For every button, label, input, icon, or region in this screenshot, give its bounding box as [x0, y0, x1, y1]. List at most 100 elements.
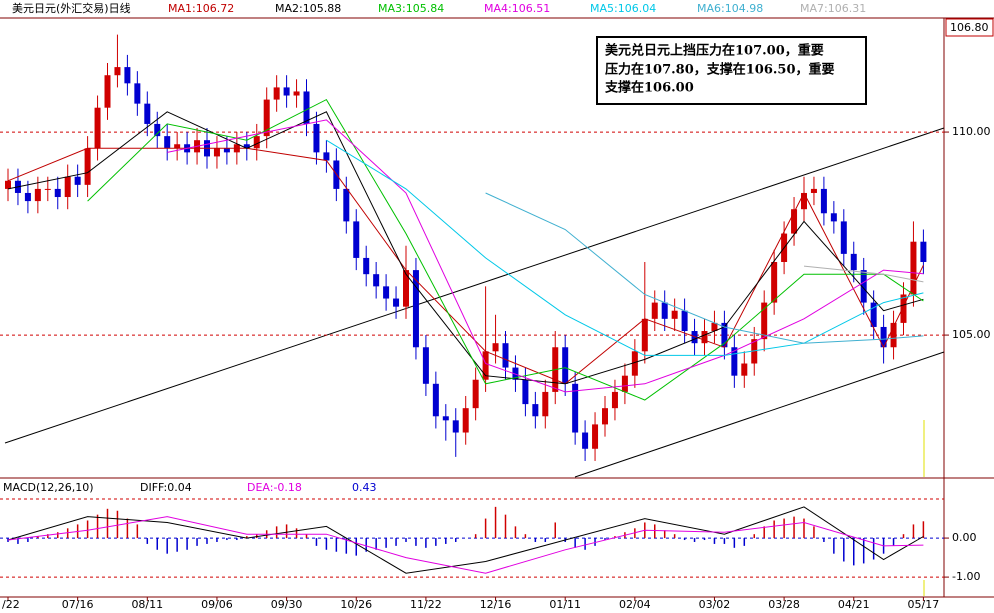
- candle-body: [293, 91, 300, 96]
- candle-body: [174, 144, 181, 149]
- candle-body: [442, 416, 449, 421]
- candle-body: [164, 136, 171, 149]
- candle-body: [830, 213, 837, 222]
- ma-line: [485, 192, 924, 344]
- candle-body: [124, 67, 131, 84]
- candle-body: [114, 67, 121, 76]
- ma-line: [7, 516, 924, 574]
- candle-body: [761, 302, 768, 340]
- candle-body: [343, 188, 350, 222]
- candle-body: [651, 302, 658, 319]
- candle-body: [403, 270, 409, 307]
- candle-body: [452, 420, 459, 433]
- x-tick-label: 09/06: [201, 598, 233, 611]
- candle-body: [74, 176, 81, 185]
- candle-body: [860, 270, 867, 303]
- legend-entry: MA3:105.84: [378, 2, 444, 15]
- ma-line: [87, 98, 924, 401]
- candle-body: [801, 192, 807, 210]
- trend-line: [4, 127, 945, 444]
- candle-body: [920, 241, 927, 262]
- x-tick-label: /22: [2, 598, 20, 611]
- candle-body: [681, 310, 688, 332]
- candle-body: [562, 347, 569, 384]
- candle-body: [602, 408, 608, 425]
- legend-entry: MA4:106.51: [484, 2, 550, 15]
- x-tick-label: 08/11: [131, 598, 163, 611]
- candle-body: [711, 322, 718, 332]
- last-price-box: [945, 18, 994, 37]
- y-tick-label: 0.00: [952, 531, 977, 544]
- candle-body: [323, 152, 330, 161]
- macd-value: 0.43: [352, 481, 377, 494]
- x-tick-label: 02/04: [619, 598, 651, 611]
- candle-body: [373, 274, 380, 287]
- candle-body: [810, 188, 817, 193]
- last-price-label: 106.80: [950, 21, 989, 34]
- candle-body: [412, 270, 419, 348]
- candle-body: [671, 310, 678, 319]
- ma-line: [7, 506, 924, 574]
- ma-line: [7, 147, 924, 385]
- candle-body: [900, 294, 907, 323]
- candle-body: [522, 379, 529, 405]
- candle-body: [5, 180, 11, 189]
- candle-body: [701, 331, 708, 344]
- x-tick-label: 03/02: [699, 598, 731, 611]
- legend-entry: MA2:105.88: [275, 2, 341, 15]
- candle-body: [542, 391, 549, 417]
- candle-body: [213, 148, 220, 157]
- candle-body: [273, 87, 280, 100]
- candle-body: [34, 188, 41, 202]
- x-tick-label: 05/17: [908, 598, 940, 611]
- candle-body: [44, 188, 51, 190]
- x-tick-label: 10/26: [340, 598, 372, 611]
- candle-body: [502, 343, 509, 368]
- annotation: 美元兑日元上挡压力在107.00，重要: [605, 43, 824, 59]
- candle-body: [283, 87, 290, 96]
- annotation: 支撑在106.00: [604, 80, 694, 96]
- candle-body: [144, 103, 151, 124]
- candle-body: [84, 148, 91, 185]
- candle-body: [154, 123, 161, 137]
- candle-body: [303, 91, 310, 124]
- candle-body: [54, 188, 61, 198]
- y-tick-label: 110.00: [952, 125, 991, 138]
- chart-title: 美元日元(外汇交易)日线: [12, 1, 131, 15]
- annotation-box: [596, 36, 867, 105]
- legend-entry: MA7:106.31: [800, 2, 866, 15]
- legend-entry: DEA:-0.18: [247, 481, 302, 494]
- candle-body: [592, 424, 599, 449]
- macd-title: MACD(12,26,10): [3, 481, 94, 494]
- annotation: 压力在107.80，支撑在106.50，重要: [605, 62, 835, 78]
- candle-body: [104, 75, 111, 108]
- candle-body: [134, 83, 141, 104]
- candle-body: [731, 347, 738, 376]
- candle-body: [472, 379, 479, 409]
- y-tick-label: -1.00: [952, 570, 980, 583]
- candle-body: [631, 351, 638, 376]
- candle-body: [243, 144, 250, 149]
- candle-body: [482, 351, 489, 380]
- candle-body: [94, 107, 101, 149]
- ma-line: [7, 111, 924, 385]
- candle-body: [223, 148, 230, 153]
- candle-body: [771, 261, 778, 303]
- ma-line: [167, 119, 924, 393]
- candle-body: [383, 286, 390, 299]
- x-tick-label: 04/21: [838, 598, 870, 611]
- candle-body: [661, 302, 668, 319]
- candle-body: [910, 241, 917, 295]
- candle-body: [462, 408, 469, 433]
- trend-line: [574, 351, 945, 478]
- candle-body: [741, 363, 748, 376]
- ma-line: [326, 139, 924, 356]
- candle-body: [64, 176, 71, 198]
- candle-body: [880, 326, 887, 348]
- candle-body: [353, 221, 360, 258]
- x-tick-label: 03/28: [768, 598, 800, 611]
- candle-body: [791, 209, 798, 234]
- legend-entry: MA6:104.98: [697, 2, 763, 15]
